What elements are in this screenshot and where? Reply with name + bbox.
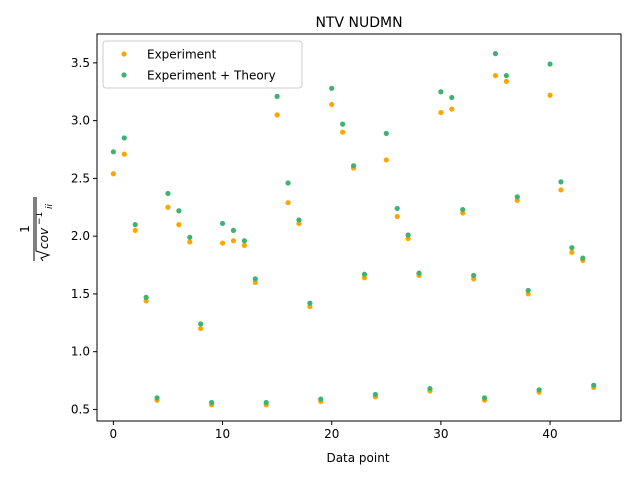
data-point-experiment: [438, 109, 444, 116]
data-point-experiment-theory: [471, 272, 477, 279]
data-point-experiment-theory: [187, 234, 193, 240]
data-point-experiment: [329, 101, 335, 108]
data-point-experiment: [569, 249, 575, 255]
y-label-exponent: −1: [35, 212, 45, 225]
data-point-experiment-theory: [536, 387, 542, 393]
x-axis-label: Data point: [326, 451, 389, 465]
data-point-experiment-theory: [503, 72, 509, 79]
y-tick-label: 3.5: [71, 56, 90, 70]
data-point-experiment: [503, 78, 509, 84]
y-tick-label: 2.0: [71, 229, 90, 243]
data-point-experiment-theory: [252, 276, 258, 282]
data-point-experiment-theory: [318, 396, 324, 402]
data-point-experiment-theory: [285, 180, 291, 186]
x-tick-label: 10: [215, 427, 230, 441]
y-label-radicand: cov: [37, 227, 51, 249]
data-point-experiment: [449, 106, 455, 112]
data-point-experiment-theory: [154, 395, 160, 401]
data-point-experiment: [241, 242, 247, 249]
data-point-experiment-theory: [329, 85, 335, 91]
data-point-experiment: [110, 171, 116, 177]
data-point-experiment-theory: [209, 399, 215, 406]
y-tick-label: 1.0: [71, 345, 90, 359]
data-point-experiment: [394, 213, 400, 220]
data-point-experiment-theory: [383, 130, 389, 136]
data-point-experiment-theory: [230, 227, 237, 233]
data-point-experiment: [558, 187, 564, 193]
data-point-experiment: [176, 222, 182, 228]
chart-title: NTV NUDMN: [315, 15, 402, 31]
data-point-experiment-theory: [438, 89, 444, 95]
y-tick-label: 3.0: [71, 114, 90, 128]
data-point-experiment-theory: [307, 300, 313, 306]
data-point-experiment-theory: [405, 232, 411, 238]
data-point-experiment-theory: [110, 149, 116, 155]
data-point-experiment-theory: [340, 121, 346, 127]
data-point-experiment-theory: [394, 205, 400, 212]
data-point-experiment-theory: [176, 208, 182, 214]
data-point-experiment-theory: [427, 386, 433, 392]
data-point-experiment-theory: [132, 222, 138, 228]
legend-label-experiment: Experiment: [147, 48, 217, 62]
plot-frame: [96, 33, 622, 422]
y-label-numerator: 1: [18, 225, 32, 233]
data-point-experiment: [132, 227, 138, 233]
tick-layer: 0 10 20 30 40 0.5 1.0 1.5 2.0 2.5 3.0 3.5: [71, 56, 558, 441]
data-point-experiment-theory: [296, 217, 302, 223]
y-tick-label: 2.5: [71, 171, 90, 185]
x-tick-label: 20: [324, 427, 339, 441]
data-point-experiment-theory: [580, 255, 586, 261]
data-point-experiment-theory: [481, 395, 488, 401]
data-point-experiment: [230, 238, 237, 244]
data-point-experiment-theory: [449, 94, 455, 101]
legend: Experiment Experiment + Theory: [102, 40, 303, 89]
data-point-experiment: [187, 239, 193, 245]
data-point-experiment-theory: [558, 179, 564, 185]
y-axis-label: 1 cov −1 ii: [18, 197, 55, 262]
legend-label-experiment-theory: Experiment + Theory: [147, 69, 276, 83]
data-point-experiment-theory: [492, 51, 499, 57]
data-point-experiment: [285, 200, 291, 206]
x-tick-label: 40: [542, 427, 557, 441]
data-point-experiment-theory: [263, 399, 269, 406]
data-point-experiment-theory: [547, 61, 553, 67]
data-point-experiment-theory: [416, 270, 422, 276]
data-point-experiment-theory: [514, 194, 520, 200]
data-point-experiment-theory: [372, 391, 378, 398]
data-point-experiment: [165, 204, 171, 210]
data-point-experiment-theory: [591, 382, 597, 388]
data-marks: [110, 51, 597, 408]
legend-marker-experiment-theory: [121, 72, 127, 78]
data-point-experiment-theory: [274, 93, 280, 99]
y-tick-label: 0.5: [71, 402, 90, 416]
data-point-experiment: [547, 92, 553, 98]
data-point-experiment: [121, 151, 127, 157]
data-point-experiment: [198, 325, 204, 332]
x-tick-label: 0: [110, 427, 118, 441]
y-tick-label: 1.5: [71, 287, 90, 301]
y-label-radical-sign: [35, 197, 51, 262]
x-tick-label: 30: [433, 427, 448, 441]
data-point-experiment: [219, 240, 226, 246]
data-point-experiment-theory: [460, 206, 466, 213]
data-point-experiment-theory: [121, 135, 127, 141]
data-point-experiment-theory: [219, 220, 226, 227]
data-point-experiment: [383, 157, 389, 163]
legend-marker-experiment: [121, 51, 127, 57]
data-point-experiment-theory: [569, 245, 575, 251]
data-point-experiment: [274, 112, 280, 118]
data-point-experiment: [492, 72, 499, 79]
data-point-experiment-theory: [165, 190, 171, 197]
data-point-experiment-theory: [350, 163, 357, 169]
legend-box: [102, 40, 303, 89]
y-label-subscript: ii: [45, 203, 55, 209]
data-point-experiment: [340, 129, 346, 135]
data-point-experiment-theory: [198, 321, 204, 327]
data-point-experiment-theory: [241, 238, 247, 244]
data-point-experiment-theory: [143, 294, 149, 300]
data-point-experiment-theory: [361, 271, 368, 277]
data-point-experiment-theory: [525, 287, 531, 294]
